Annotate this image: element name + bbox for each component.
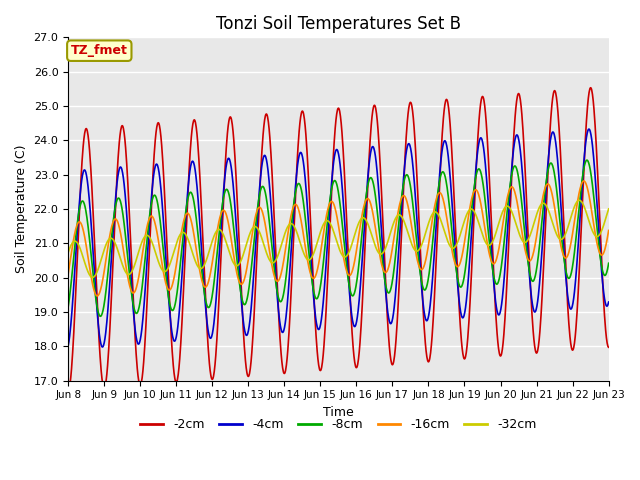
- Legend: -2cm, -4cm, -8cm, -16cm, -32cm: -2cm, -4cm, -8cm, -16cm, -32cm: [136, 413, 541, 436]
- -8cm: [64, 304, 72, 310]
- -2cm: [493, 325, 500, 331]
- -8cm: [493, 281, 501, 287]
- -2cm: [541, 246, 548, 252]
- -8cm: [541, 191, 548, 196]
- -16cm: [580, 178, 588, 184]
- -16cm: [541, 186, 548, 192]
- -8cm: [172, 299, 179, 305]
- -32cm: [493, 226, 501, 232]
- -8cm: [583, 157, 591, 163]
- -8cm: [97, 313, 104, 319]
- -32cm: [245, 233, 253, 239]
- -16cm: [64, 271, 72, 277]
- -16cm: [422, 253, 430, 259]
- -4cm: [64, 343, 72, 348]
- -4cm: [493, 308, 501, 314]
- -4cm: [605, 299, 612, 305]
- -16cm: [172, 267, 179, 273]
- Line: -32cm: -32cm: [68, 200, 609, 277]
- X-axis label: Time: Time: [323, 406, 354, 419]
- -4cm: [185, 178, 193, 183]
- -2cm: [172, 377, 179, 383]
- -16cm: [93, 293, 101, 299]
- -2cm: [587, 85, 595, 91]
- -4cm: [422, 318, 430, 324]
- -2cm: [184, 181, 192, 187]
- Y-axis label: Soil Temperature (C): Soil Temperature (C): [15, 145, 28, 273]
- -4cm: [172, 337, 179, 343]
- Line: -8cm: -8cm: [68, 160, 609, 316]
- -4cm: [245, 323, 253, 329]
- -16cm: [605, 228, 612, 233]
- -32cm: [89, 275, 97, 280]
- -16cm: [185, 211, 193, 217]
- -8cm: [605, 260, 612, 266]
- -16cm: [245, 251, 253, 257]
- -32cm: [172, 243, 179, 249]
- -32cm: [422, 227, 430, 233]
- -4cm: [541, 204, 548, 210]
- Line: -2cm: -2cm: [68, 88, 609, 391]
- Text: TZ_fmet: TZ_fmet: [71, 44, 128, 57]
- -32cm: [605, 206, 612, 212]
- -32cm: [64, 250, 72, 255]
- Line: -16cm: -16cm: [68, 181, 609, 296]
- -2cm: [245, 373, 253, 379]
- -8cm: [185, 192, 193, 198]
- Title: Tonzi Soil Temperatures Set B: Tonzi Soil Temperatures Set B: [216, 15, 461, 33]
- -4cm: [99, 344, 106, 350]
- -16cm: [493, 254, 501, 260]
- -32cm: [575, 197, 583, 203]
- -8cm: [245, 284, 253, 289]
- -2cm: [64, 388, 72, 394]
- -8cm: [422, 284, 430, 290]
- -4cm: [585, 126, 593, 132]
- Line: -4cm: -4cm: [68, 129, 609, 347]
- -2cm: [605, 344, 612, 350]
- -32cm: [541, 201, 548, 207]
- -32cm: [185, 238, 193, 244]
- -2cm: [422, 348, 430, 354]
